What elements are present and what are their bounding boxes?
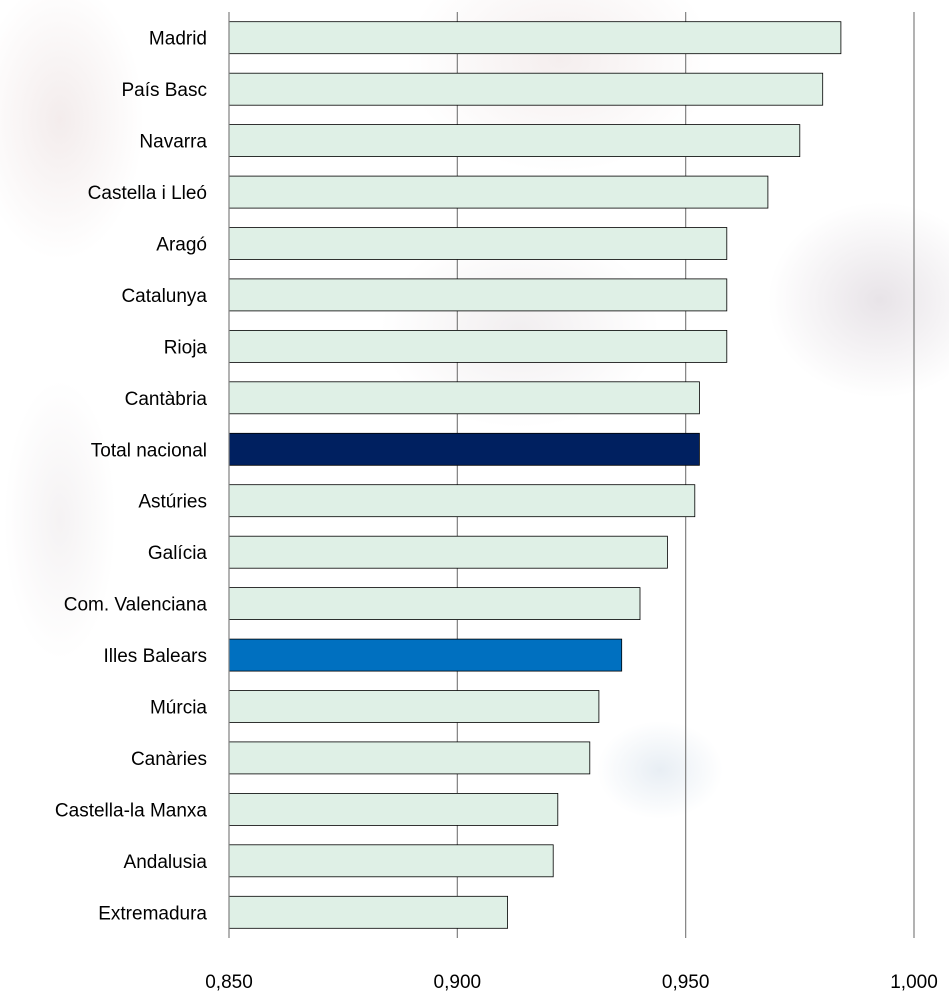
bar (228, 432, 700, 466)
tick-labels: 0,850 0,900 0,950 1,000 (205, 972, 938, 993)
bar (228, 587, 641, 620)
bar (228, 329, 728, 363)
bar (228, 690, 600, 723)
bar (228, 844, 554, 878)
bar (228, 278, 728, 312)
category-label: Catalunya (121, 286, 207, 307)
x-tick-label: 0,900 (434, 972, 482, 993)
bar (228, 638, 623, 672)
x-tick-label: 0,850 (205, 972, 253, 993)
category-label: Madrid (149, 29, 207, 50)
category-label: Canàries (131, 749, 207, 770)
category-label: Andalusia (124, 852, 208, 873)
category-labels: Madrid País Basc Navarra Castella i Lleó Ara… (55, 29, 208, 925)
bar (228, 793, 559, 826)
bar (228, 227, 728, 260)
bar (228, 124, 801, 157)
bar (228, 895, 509, 929)
category-label: Extremadura (98, 903, 207, 924)
category-label: Com. Valenciana (64, 595, 208, 616)
category-label: País Basc (121, 80, 207, 101)
bars (228, 21, 842, 929)
category-label: Astúries (138, 492, 207, 513)
category-label: Illes Balears (104, 646, 208, 667)
category-label: Castella i Lleó (88, 183, 207, 204)
bar (228, 741, 591, 775)
category-label: Navarra (139, 132, 207, 153)
x-tick-label: 1,000 (890, 972, 938, 993)
category-label: Rioja (164, 337, 208, 358)
category-label: Galícia (148, 543, 208, 564)
bar (228, 72, 824, 106)
bar (228, 381, 700, 415)
grid-lines (456, 12, 915, 938)
category-label: Cantàbria (125, 389, 208, 410)
bar (228, 21, 842, 55)
category-label: Aragó (156, 235, 207, 256)
bar (228, 484, 696, 518)
bar (228, 175, 769, 209)
category-label: Múrcia (150, 698, 207, 719)
category-label: Total nacional (91, 440, 207, 461)
category-label: Castella-la Manxa (55, 800, 207, 821)
bar (228, 535, 668, 569)
x-tick-label: 0,950 (662, 972, 710, 993)
